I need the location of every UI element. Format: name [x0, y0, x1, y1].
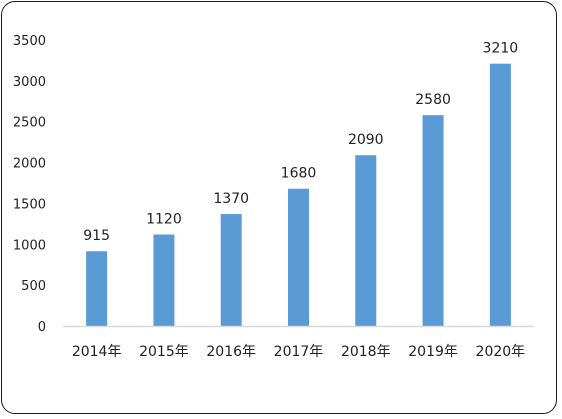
y-tick-label: 1000: [13, 238, 46, 253]
y-tick-label: 2500: [13, 116, 46, 131]
bar-value-label: 2580: [415, 92, 451, 108]
y-axis: 0 500 1000 1500 2000 2500 3000 3500: [13, 34, 46, 335]
x-category-label: 2014年: [72, 344, 122, 360]
bar-value-label: 1370: [213, 191, 249, 207]
bar: [288, 188, 309, 326]
bar-value-label: 915: [83, 228, 110, 244]
x-category-label: 2018年: [341, 344, 391, 360]
x-category-label: 2019年: [408, 344, 458, 360]
y-tick-label: 500: [21, 279, 46, 294]
x-category-label: 2017年: [274, 344, 324, 360]
x-axis: 2014年 2015年 2016年 2017年 2018年 2019年 2020年: [72, 344, 525, 360]
y-tick-label: 0: [38, 320, 46, 335]
bar: [489, 63, 511, 326]
data-labels: 915 1120 1370 1680 2090 2580 3210: [83, 41, 518, 245]
y-tick-label: 3000: [13, 75, 46, 90]
bar: [422, 115, 444, 326]
y-tick-label: 1500: [13, 197, 46, 212]
x-category-label: 2020年: [476, 344, 526, 360]
bar: [153, 234, 175, 326]
bar: [220, 214, 242, 326]
x-category-label: 2015年: [139, 344, 189, 360]
y-tick-label: 2000: [13, 157, 46, 172]
y-tick-label: 3500: [13, 34, 46, 49]
x-category-label: 2016年: [206, 344, 256, 360]
bar-value-label: 1120: [146, 211, 182, 227]
bar: [86, 251, 108, 326]
bar-value-label: 3210: [483, 41, 519, 57]
bar: [355, 155, 377, 326]
chart-frame: [1, 1, 557, 414]
bars: [86, 63, 511, 326]
bar-value-label: 2090: [348, 132, 384, 148]
bar-value-label: 1680: [281, 166, 317, 182]
